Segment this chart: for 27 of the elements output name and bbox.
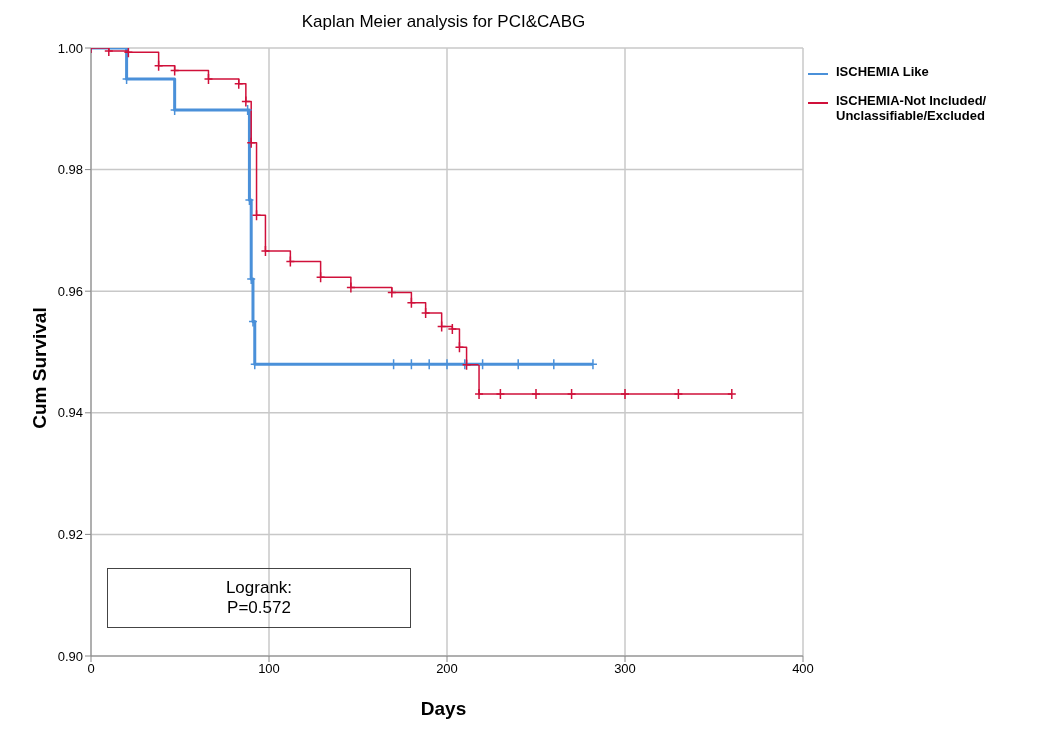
y-tick-label: 0.94 <box>57 405 83 421</box>
point <box>727 388 737 400</box>
point <box>153 59 164 72</box>
point <box>246 137 256 149</box>
point <box>260 245 271 257</box>
point <box>620 388 630 400</box>
y-tick-label: 0.92 <box>57 527 83 543</box>
y-tick-label: 0.96 <box>57 283 83 299</box>
point <box>104 48 114 57</box>
y-tick-label: 0.98 <box>57 162 83 178</box>
x-tick-label: 300 <box>614 661 636 677</box>
x-tick-label: 100 <box>258 661 280 677</box>
x-tick-label: 200 <box>436 661 458 677</box>
chart-title: Kaplan Meier analysis for PCI&CABG <box>300 12 587 32</box>
legend-label: ISCHEMIA-Not Included/ Unclassifiable/Excluded <box>836 93 987 123</box>
point <box>387 286 397 299</box>
y-axis-title: Cum Survival <box>29 307 51 429</box>
point <box>241 95 251 108</box>
legend-label: ISCHEMIA Like <box>836 64 929 79</box>
x-tick-label: 400 <box>792 661 814 677</box>
x-tick-label: 0 <box>87 661 95 677</box>
y-tick-label: 1.00 <box>57 40 83 56</box>
x-axis-title: Days <box>419 698 468 720</box>
point <box>531 388 541 400</box>
point <box>346 281 356 294</box>
point <box>474 388 484 400</box>
y-tick-label: 0.90 <box>57 648 83 664</box>
